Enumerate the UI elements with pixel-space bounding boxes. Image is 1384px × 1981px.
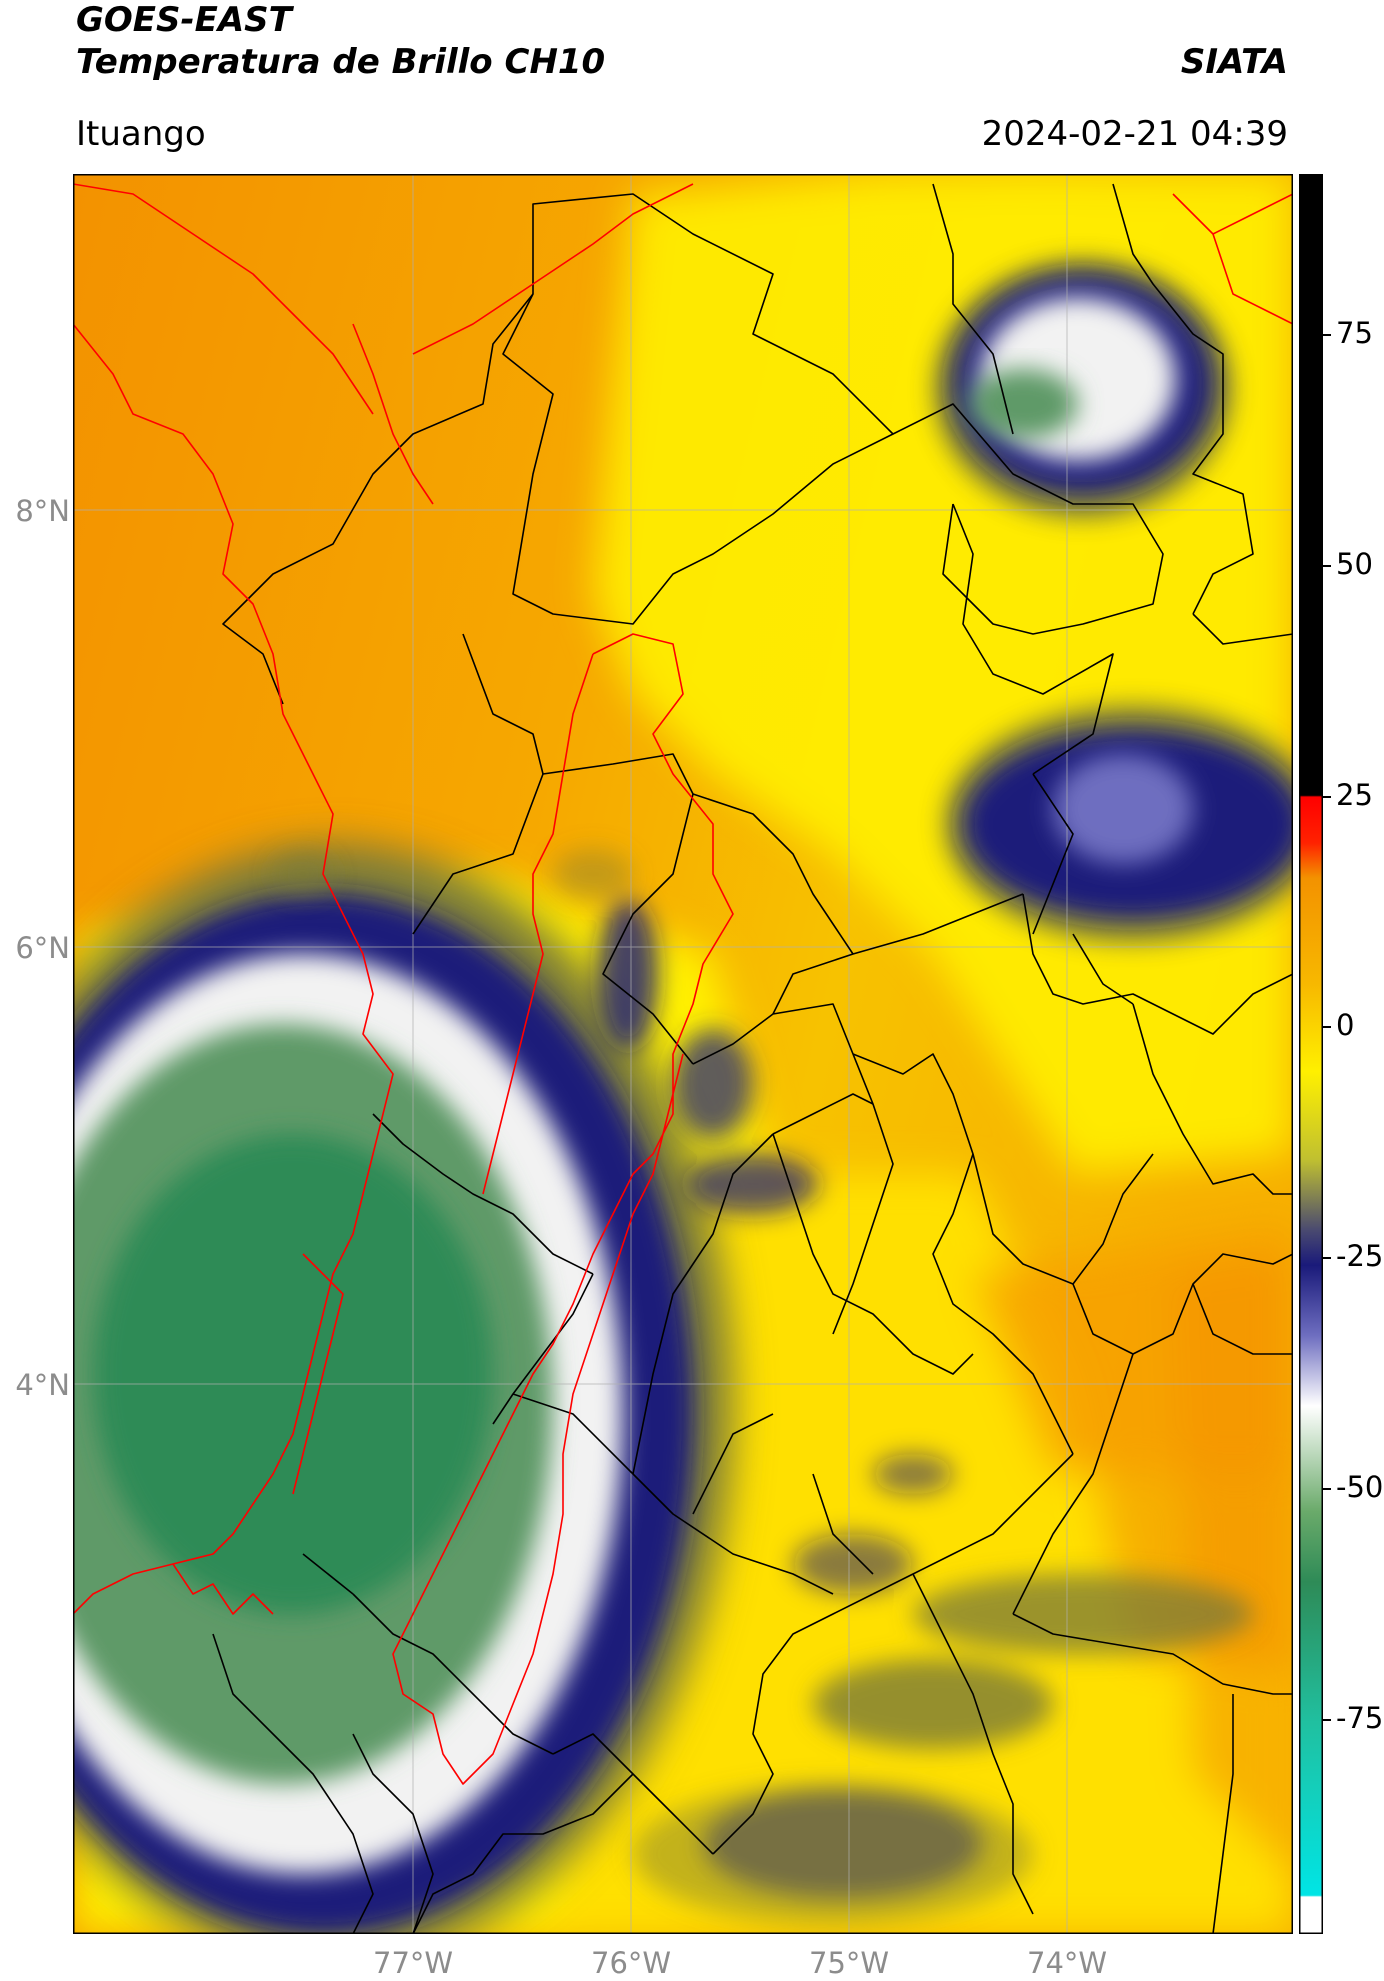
gridlines xyxy=(73,174,1293,1934)
datetime-label: 2024-02-21 04:39 xyxy=(981,114,1288,154)
lon-tick-label: 76°W xyxy=(591,1946,672,1980)
colorbar-tick-label: 50 xyxy=(1336,547,1373,581)
brightness-temperature-map xyxy=(73,174,1293,1934)
colorbar-tick xyxy=(1323,1257,1331,1259)
colorbar-tick xyxy=(1323,334,1331,336)
colorbar-tick-label: -50 xyxy=(1336,1470,1384,1504)
colorbar-tick xyxy=(1323,1719,1331,1721)
colorbar-tick-label: -75 xyxy=(1336,1701,1384,1735)
colorbar-tick xyxy=(1323,1488,1331,1490)
lon-tick-label: 75°W xyxy=(809,1946,890,1980)
product-title: Temperatura de Brillo CH10 xyxy=(76,42,606,82)
lat-tick-label: 6°N xyxy=(15,931,70,965)
colorbar-tick xyxy=(1323,565,1331,567)
lon-tick-label: 74°W xyxy=(1027,1946,1108,1980)
department-borders xyxy=(212,183,1293,1934)
cloud-streaks xyxy=(273,849,1253,1924)
basin-and-coast-borders xyxy=(73,183,1293,1785)
colorbar-frame xyxy=(1299,174,1323,1934)
brand-label: SIATA xyxy=(1180,42,1288,82)
region-label: Ituango xyxy=(76,114,206,154)
lat-tick-label: 4°N xyxy=(15,1368,70,1402)
lon-tick-label: 77°W xyxy=(373,1946,454,1980)
colorbar-tick-label: 0 xyxy=(1336,1008,1355,1042)
colorbar-fill xyxy=(1299,174,1323,1934)
colorbar-tick-label: 75 xyxy=(1336,316,1373,350)
map-frame xyxy=(73,174,1293,1934)
colorbar-tick xyxy=(1323,796,1331,798)
colorbar-tick xyxy=(1323,1026,1331,1028)
colorbar-tick-label: 25 xyxy=(1336,778,1373,812)
satellite-title: GOES-EAST xyxy=(76,0,292,40)
colorbar-tick-label: -25 xyxy=(1336,1239,1384,1273)
lat-tick-label: 8°N xyxy=(15,494,70,528)
temperature-colorbar xyxy=(1299,174,1323,1934)
convective-cell-northeast xyxy=(933,259,1233,519)
convective-cell-east xyxy=(943,704,1293,944)
